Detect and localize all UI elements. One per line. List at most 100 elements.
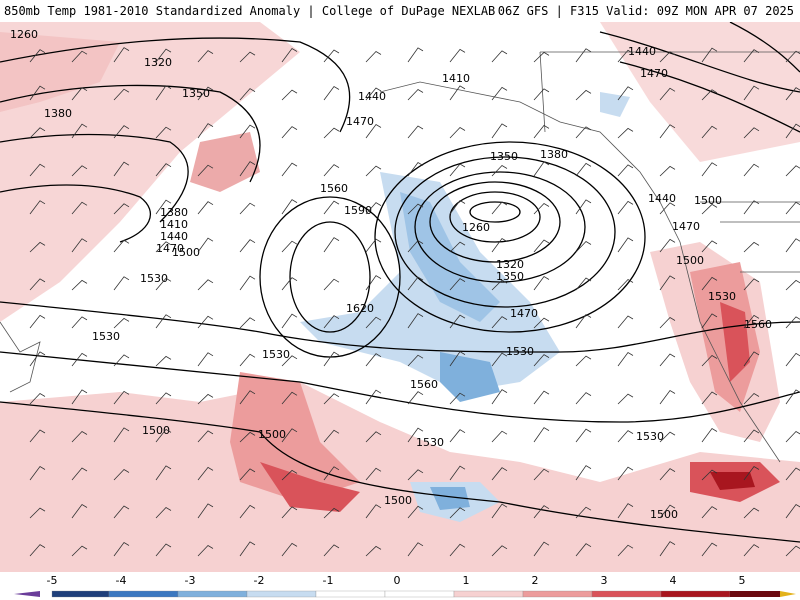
wind-barb [239, 275, 256, 291]
wind-barb [785, 238, 800, 253]
wind-barb [197, 279, 214, 291]
wind-barb [155, 355, 172, 367]
wind-barb [491, 164, 508, 177]
wind-barb [155, 465, 172, 481]
wind-barb [491, 50, 508, 63]
wind-barb [701, 203, 718, 215]
contour-label: 1530 [506, 345, 534, 358]
wind-barb [491, 316, 508, 329]
wind-barb [197, 503, 214, 519]
wind-barb [659, 87, 676, 101]
contour-label: 1530 [636, 430, 664, 443]
wind-barb [71, 165, 88, 177]
wind-barb [29, 49, 46, 63]
wind-barb [29, 278, 46, 291]
wind-barb [785, 201, 800, 215]
wind-barb [743, 49, 760, 63]
wind-barb [281, 162, 298, 177]
wind-barb [113, 505, 130, 519]
wind-barb [617, 49, 634, 63]
wind-barb [743, 314, 760, 329]
contour-label: 1500 [676, 254, 704, 267]
contour-label: 1500 [384, 494, 412, 507]
wind-barb [743, 392, 760, 405]
wind-barb [365, 87, 382, 101]
contour-label: 1470 [640, 67, 668, 80]
height-contours [0, 22, 800, 543]
wind-barb [113, 161, 130, 177]
contour-label: 1380 [540, 148, 568, 161]
wind-barb [449, 465, 466, 481]
wind-barb [617, 315, 634, 329]
wind-barb [155, 126, 172, 139]
wind-barb [575, 89, 592, 101]
wind-barb [155, 163, 172, 177]
wind-barb [155, 199, 172, 215]
colorbar-tick: 2 [532, 574, 539, 587]
wind-barb [533, 505, 550, 519]
wind-barb [659, 275, 676, 291]
contour-label: 1320 [144, 56, 172, 69]
wind-barb [491, 389, 508, 405]
wind-barb [71, 352, 88, 367]
wind-barb [281, 277, 298, 291]
wind-barb [701, 313, 718, 329]
wind-barb [155, 277, 172, 291]
colorbar-swatch [591, 590, 662, 598]
wind-barb [197, 50, 214, 63]
contour-label: 1560 [320, 182, 348, 195]
wind-barb [407, 276, 424, 291]
wind-barb [701, 162, 718, 177]
wind-barb [659, 504, 676, 519]
wind-barb [281, 199, 298, 215]
contour-label: 1530 [262, 348, 290, 361]
wind-barb [575, 240, 592, 253]
wind-barb [575, 506, 592, 519]
wind-barb [323, 429, 340, 443]
colorbar-swatch [246, 590, 317, 598]
wind-barb [659, 431, 676, 443]
wind-barb [197, 393, 214, 405]
wind-barb [365, 238, 382, 253]
contour-label: 1440 [628, 45, 656, 58]
colorbar-tick: -1 [323, 574, 334, 587]
wind-barb [659, 389, 676, 405]
wind-barb [533, 541, 550, 557]
wind-barb [323, 466, 340, 481]
wind-barb [239, 317, 256, 329]
wind-barb [659, 238, 676, 253]
wind-barb [491, 201, 508, 215]
colorbar-swatch [51, 590, 110, 598]
wind-barb [71, 503, 88, 519]
wind-barb [617, 278, 634, 291]
wind-barb [785, 430, 800, 443]
contour-label: 1440 [358, 90, 386, 103]
wind-barb [29, 507, 46, 519]
contour-label: 1440 [160, 230, 188, 243]
wind-barb [659, 51, 676, 63]
wind-barb [701, 47, 718, 63]
wind-barb [701, 506, 718, 519]
colorbar-swatch [522, 590, 593, 598]
wind-barb [785, 316, 800, 329]
colorbar-swatch [660, 590, 731, 598]
wind-barb [197, 430, 214, 443]
wind-barb [617, 237, 634, 253]
wind-barb [659, 316, 676, 329]
colorbar-tick: -5 [47, 574, 58, 587]
colorbar-tick: 0 [394, 574, 401, 587]
wind-barb [197, 352, 214, 367]
colorbar-swatches [14, 590, 796, 598]
contour-label: 1440 [648, 192, 676, 205]
wind-barb [659, 165, 676, 177]
wind-barb [29, 200, 46, 215]
wind-barb [365, 50, 382, 63]
wind-barb [71, 467, 88, 481]
wind-barb [701, 542, 718, 557]
wind-barb [407, 391, 424, 405]
header-bar: 850mb Temp 1981-2010 Standardized Anomal… [0, 0, 800, 22]
wind-barb [365, 202, 382, 215]
wind-barb [323, 351, 340, 367]
wind-barb [113, 541, 130, 557]
wind-barb [281, 355, 298, 367]
